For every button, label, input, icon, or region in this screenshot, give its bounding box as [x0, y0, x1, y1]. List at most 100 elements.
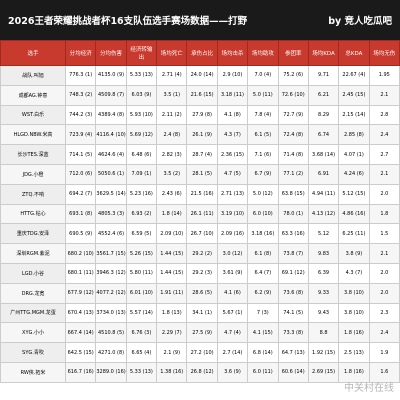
- stat-cell: 27.5 (9): [186, 322, 218, 344]
- table-row: 广州TTG.MGM.龙蛋 670.4 (13) 3734.0 (13) 5.57 (1…: [0, 302, 400, 324]
- stat-cell: 4.07 (1): [338, 144, 370, 165]
- stat-cell: 2.29 (7): [156, 322, 188, 344]
- stat-cell: 6.8 (14): [247, 342, 279, 363]
- stat-cell: 2.11 (2): [156, 104, 188, 126]
- stat-cell: 693.1 (8): [64, 203, 97, 225]
- stat-cell: 60.6 (14): [277, 361, 309, 383]
- stat-cell: 2.0: [368, 183, 400, 205]
- column-header: 场均KDA: [307, 40, 340, 66]
- stat-cell: 3.61 (9): [216, 262, 249, 284]
- stat-cell: 2.09 (10): [156, 223, 188, 245]
- stat-cell: 26.8 (12): [186, 361, 218, 383]
- table-row: 深圳RGM.紫泥 680.2 (10) 3561.7 (15) 5.26 (15) 1.…: [0, 243, 400, 264]
- stat-cell: 6.25 (11): [338, 223, 370, 245]
- stat-cell: 72.6 (10): [277, 84, 309, 106]
- stat-cell: 4.13 (12): [307, 203, 340, 225]
- stat-cell: 69.1 (12): [277, 262, 309, 284]
- table-row: 长沙TES.深蓝 714.1 (5) 4624.6 (4) 6.48 (6) 2.82 …: [0, 144, 400, 165]
- stat-cell: 5.33 (13): [125, 361, 158, 383]
- stat-cell: 3.5 (1): [156, 84, 188, 106]
- stat-cell: 723.9 (4): [64, 124, 97, 146]
- stat-cell: 6.91: [307, 163, 340, 185]
- stat-cell: 75.2 (6): [277, 65, 309, 86]
- stat-cell: 4.3 (7): [216, 124, 249, 146]
- stat-cell: 3289.0 (16): [95, 361, 127, 383]
- stat-cell: 2.36 (15): [216, 144, 249, 165]
- stat-cell: 2.15 (14): [338, 104, 370, 126]
- stat-cell: 3.8 (9): [338, 243, 370, 264]
- player-name: SYG.青吹: [0, 342, 66, 363]
- stat-cell: 5.26 (15): [125, 243, 158, 264]
- stat-cell: 27.9 (8): [186, 104, 218, 126]
- stat-cell: 6.1 (8): [247, 243, 279, 264]
- stat-cell: 2.43 (6): [156, 183, 188, 205]
- player-name: RW侠.拓米: [0, 361, 66, 383]
- stat-cell: 29.2 (3): [186, 262, 218, 284]
- stat-cell: 9.43: [307, 302, 340, 324]
- player-name: XYG.小小: [0, 322, 66, 344]
- column-header: 场均击杀: [216, 40, 249, 66]
- stat-cell: 6.4 (7): [247, 262, 279, 284]
- stat-cell: 27.2 (10): [186, 342, 218, 363]
- stat-cell: 21.5 (16): [186, 183, 218, 205]
- stat-cell: 1.8: [368, 203, 400, 225]
- stat-cell: 2.1: [368, 163, 400, 185]
- stat-cell: 2.4: [368, 322, 400, 344]
- title-bar: 2026王者荣耀挑战者杯16支队伍选手赛场数据——打野 by 竞人吃瓜吧: [0, 0, 400, 40]
- stat-cell: 3.68 (14): [307, 144, 340, 165]
- stat-cell: 5.33 (13): [125, 65, 158, 86]
- stat-cell: 2.4: [368, 124, 400, 146]
- stat-cell: 690.5 (9): [64, 223, 97, 245]
- player-name: 深圳RGM.紫泥: [0, 243, 66, 264]
- stat-cell: 3.19 (10): [216, 203, 249, 225]
- stat-cell: 2.85 (8): [338, 124, 370, 146]
- column-header: 分均经济: [64, 40, 97, 66]
- stat-cell: 1.9: [368, 342, 400, 363]
- player-name: 长沙TES.深蓝: [0, 144, 66, 165]
- stat-cell: 4271.0 (8): [95, 342, 127, 363]
- player-name: ZTQ.不响: [0, 183, 66, 205]
- stat-cell: 4077.2 (12): [95, 282, 127, 304]
- stat-cell: 1.95: [368, 65, 400, 86]
- player-name: HLGD.NBW.米高: [0, 124, 66, 146]
- column-header: 场均助攻: [247, 40, 279, 66]
- stat-cell: 2.1 (9): [156, 342, 188, 363]
- stat-cell: 1.6: [368, 361, 400, 383]
- stat-cell: 4.1 (6): [216, 282, 249, 304]
- stat-cell: 29.2 (2): [186, 243, 218, 264]
- stat-cell: 5.57 (14): [125, 302, 158, 324]
- stat-cell: 74.1 (5): [277, 302, 309, 324]
- table-body: 战队.叫旭 776.3 (1) 4135.0 (9) 5.33 (13) 2.71 (4…: [0, 65, 400, 383]
- table-row: JDG.小橙 712.0 (6) 5050.6 (1) 7.09 (1) 3.5 (2)…: [0, 163, 400, 185]
- stat-cell: 4.3 (7): [338, 262, 370, 284]
- stat-cell: 1.92 (15): [307, 342, 340, 363]
- stat-cell: 3.5 (2): [156, 163, 188, 185]
- stat-cell: 4116.4 (10): [95, 124, 127, 146]
- stat-cell: 2.9 (10): [216, 65, 249, 86]
- stat-cell: 26.1 (9): [186, 124, 218, 146]
- column-header: 总KDA: [338, 40, 370, 66]
- stat-cell: 2.09 (16): [216, 223, 249, 245]
- stat-cell: 744.2 (3): [64, 104, 97, 126]
- player-name: LGD.小谷: [0, 262, 66, 284]
- title: 2026王者荣耀挑战者杯16支队伍选手赛场数据——打野: [8, 16, 248, 27]
- stat-cell: 1.91 (11): [156, 282, 188, 304]
- stat-cell: 6.93 (2): [125, 203, 158, 225]
- stat-cell: 6.48 (6): [125, 144, 158, 165]
- stat-cell: 3.18 (16): [247, 223, 279, 245]
- stat-cell: 4552.4 (6): [95, 223, 127, 245]
- stat-cell: 6.59 (5): [125, 223, 158, 245]
- table-row: XYG.小小 667.4 (14) 4510.8 (5) 6.76 (3) 2.29 (…: [0, 322, 400, 344]
- stat-cell: 694.2 (7): [64, 183, 97, 205]
- stat-cell: 670.4 (13): [64, 302, 97, 324]
- stat-cell: 28.6 (5): [186, 282, 218, 304]
- player-name: 战队.叫旭: [0, 65, 66, 86]
- stat-cell: 2.69 (15): [307, 361, 340, 383]
- column-header: 场均死亡: [156, 40, 188, 66]
- stat-cell: 3946.3 (12): [95, 262, 127, 284]
- column-header: 经济转输出: [125, 40, 158, 66]
- player-name: WST.白乐: [0, 104, 66, 126]
- stat-cell: 2.82 (3): [156, 144, 188, 165]
- player-name: HTTG.钻心: [0, 203, 66, 225]
- stat-cell: 6.39: [307, 262, 340, 284]
